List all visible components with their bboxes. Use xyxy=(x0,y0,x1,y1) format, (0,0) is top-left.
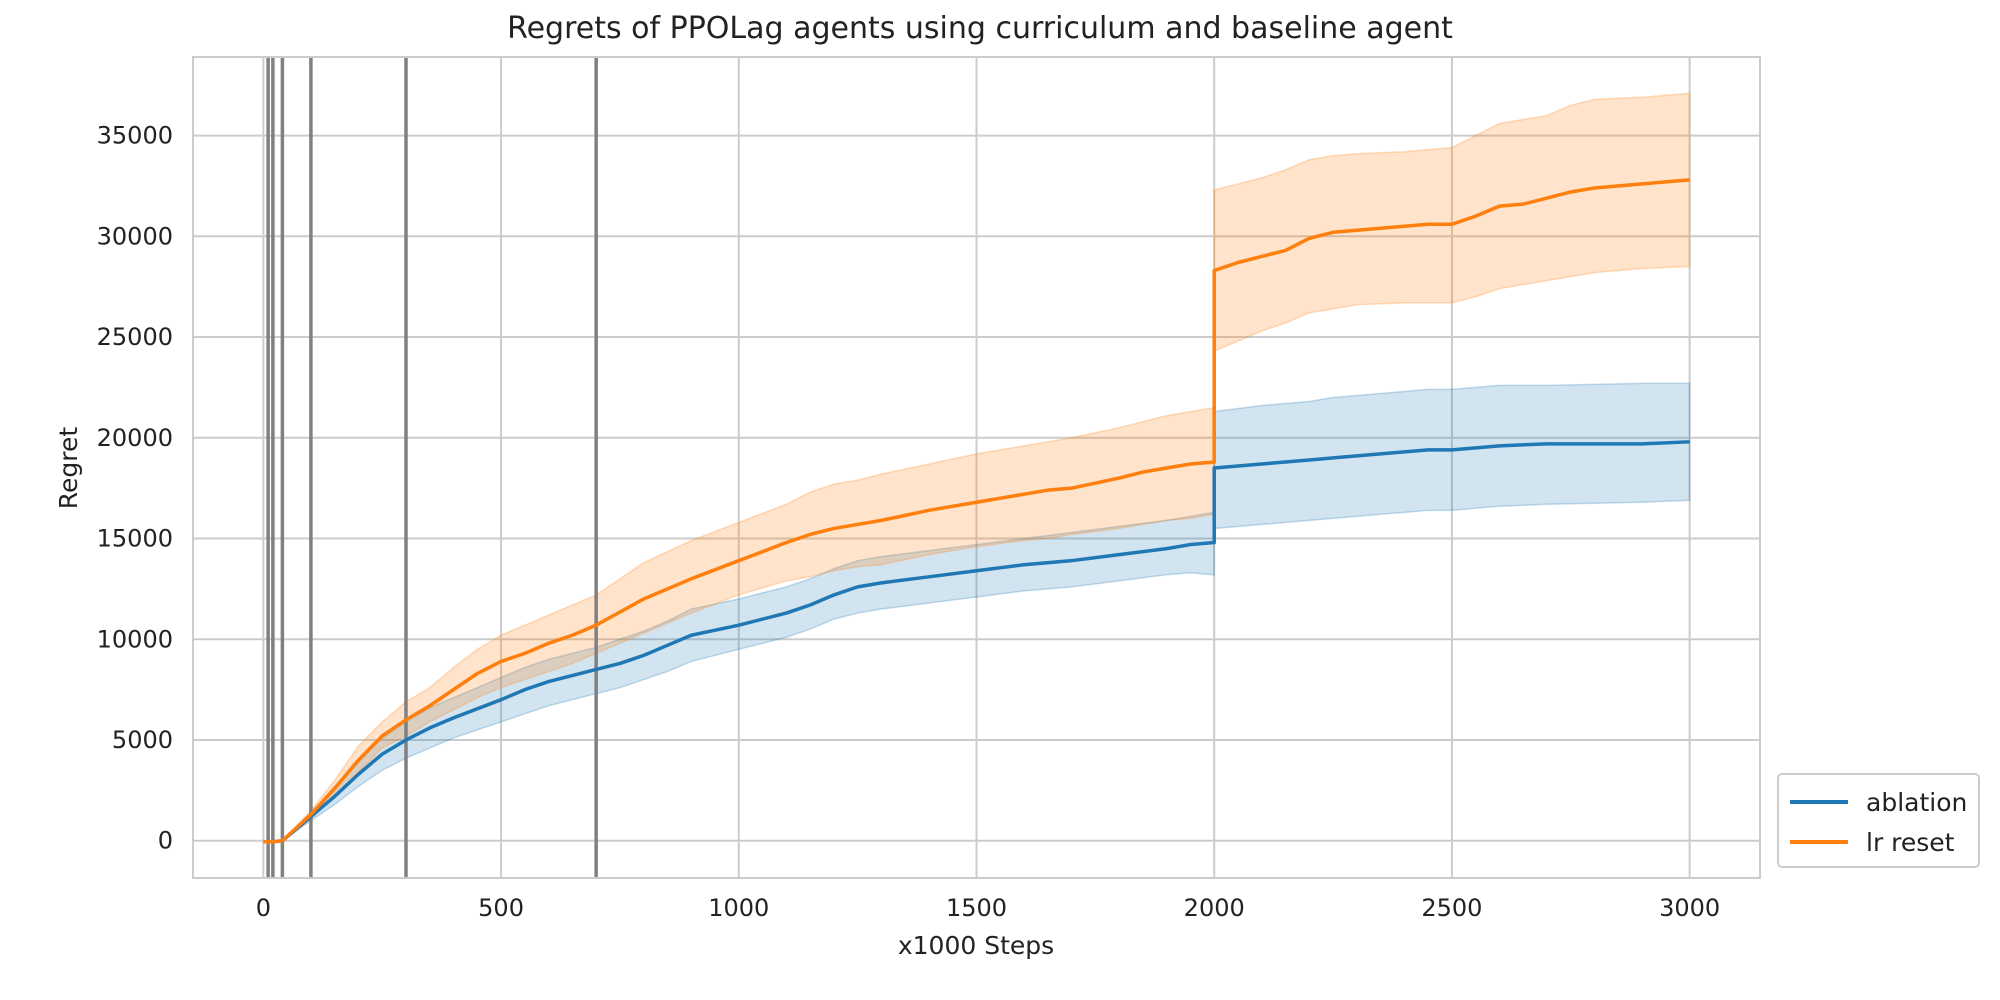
x-axis-label: x1000 Steps xyxy=(898,931,1054,960)
y-axis-label: Regret xyxy=(54,427,83,510)
x-tick-label: 0 xyxy=(256,894,271,922)
y-tick-label: 0 xyxy=(158,827,173,855)
curriculum-vertical-lines xyxy=(266,57,598,878)
x-tick-label: 500 xyxy=(478,894,524,922)
x-tick-label: 1500 xyxy=(946,894,1007,922)
chart-title: Regrets of PPOLag agents using curriculu… xyxy=(507,11,1453,46)
grid-lines xyxy=(193,57,1760,878)
y-tick-label: 15000 xyxy=(97,525,173,553)
legend: ablation lr reset xyxy=(1777,773,1980,868)
series-line-ablation xyxy=(263,440,1690,844)
y-tick-label: 30000 xyxy=(97,222,173,250)
legend-label-ablation: ablation xyxy=(1866,788,1967,817)
x-tick-labels: 0 500 1000 1500 2000 2500 3000 xyxy=(256,894,1720,922)
series-line-lr-reset xyxy=(263,178,1690,844)
y-tick-label: 25000 xyxy=(97,323,173,351)
plot-frame xyxy=(192,56,1761,879)
y-tick-labels: 0 5000 10000 15000 20000 25000 30000 35000 xyxy=(97,122,173,855)
x-tick-label: 1000 xyxy=(708,894,769,922)
series-lines xyxy=(263,178,1690,844)
y-tick-label: 20000 xyxy=(97,424,173,452)
x-tick-label: 3000 xyxy=(1659,894,1720,922)
x-tick-label: 2000 xyxy=(1184,894,1245,922)
x-tick-label: 2500 xyxy=(1421,894,1482,922)
y-tick-label: 5000 xyxy=(112,726,173,754)
legend-label-lr-reset: lr reset xyxy=(1866,828,1955,857)
y-tick-label: 35000 xyxy=(97,122,173,150)
y-tick-label: 10000 xyxy=(97,625,173,653)
